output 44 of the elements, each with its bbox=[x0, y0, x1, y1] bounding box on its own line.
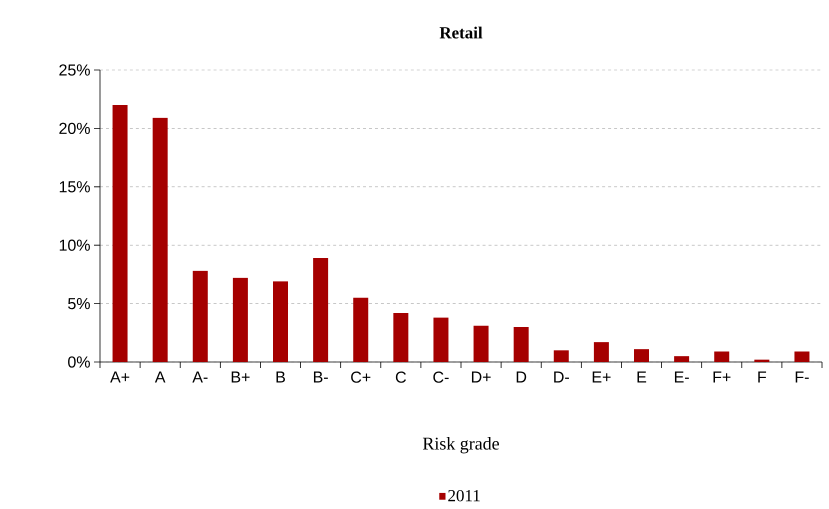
legend-label: 2011 bbox=[448, 490, 480, 502]
bar bbox=[393, 312, 408, 362]
bar bbox=[674, 356, 690, 362]
bar bbox=[313, 258, 328, 362]
x-tick-label: F bbox=[758, 372, 766, 382]
x-tick-label: D- bbox=[554, 372, 569, 382]
bar bbox=[353, 298, 368, 362]
x-tick-label: C- bbox=[433, 372, 449, 383]
x-tick-label: F+ bbox=[714, 372, 730, 382]
bar bbox=[152, 118, 168, 362]
chart-title: Retail bbox=[440, 26, 482, 39]
x-tick-label: A bbox=[154, 372, 166, 382]
y-tick-label: 10% bbox=[60, 240, 90, 251]
bar bbox=[112, 105, 128, 362]
bar bbox=[554, 350, 569, 362]
y-tick-label: 15% bbox=[60, 181, 90, 192]
bar bbox=[273, 281, 288, 362]
y-tick-label: 20% bbox=[59, 122, 90, 134]
x-tick-label: D+ bbox=[472, 372, 491, 382]
x-tick-label: A- bbox=[192, 372, 208, 382]
bar bbox=[192, 270, 208, 362]
bar bbox=[794, 351, 810, 362]
x-tick-label: C bbox=[396, 372, 406, 383]
bar bbox=[634, 349, 650, 362]
bar bbox=[594, 342, 609, 362]
x-tick-label: C+ bbox=[351, 372, 370, 383]
x-tick-label: D bbox=[516, 372, 526, 382]
x-tick-label: F- bbox=[796, 372, 809, 382]
x-tick-label: B+ bbox=[232, 372, 250, 382]
y-tick-label: 25% bbox=[59, 64, 90, 76]
y-tick-label: 0% bbox=[68, 356, 90, 368]
x-tick-label: E- bbox=[674, 372, 689, 382]
y-tick-label: 5% bbox=[68, 298, 90, 310]
bar bbox=[714, 351, 730, 362]
x-tick-label: B- bbox=[314, 372, 328, 382]
x-tick-label: B bbox=[276, 372, 285, 382]
bar bbox=[232, 278, 248, 362]
x-tick-label: E+ bbox=[592, 372, 611, 382]
bar bbox=[514, 326, 529, 362]
x-axis-title: Risk grade bbox=[422, 437, 499, 454]
x-tick-label: E bbox=[638, 372, 646, 382]
bar bbox=[433, 318, 448, 362]
bar bbox=[474, 326, 489, 362]
x-tick-label: A+ bbox=[110, 372, 130, 382]
